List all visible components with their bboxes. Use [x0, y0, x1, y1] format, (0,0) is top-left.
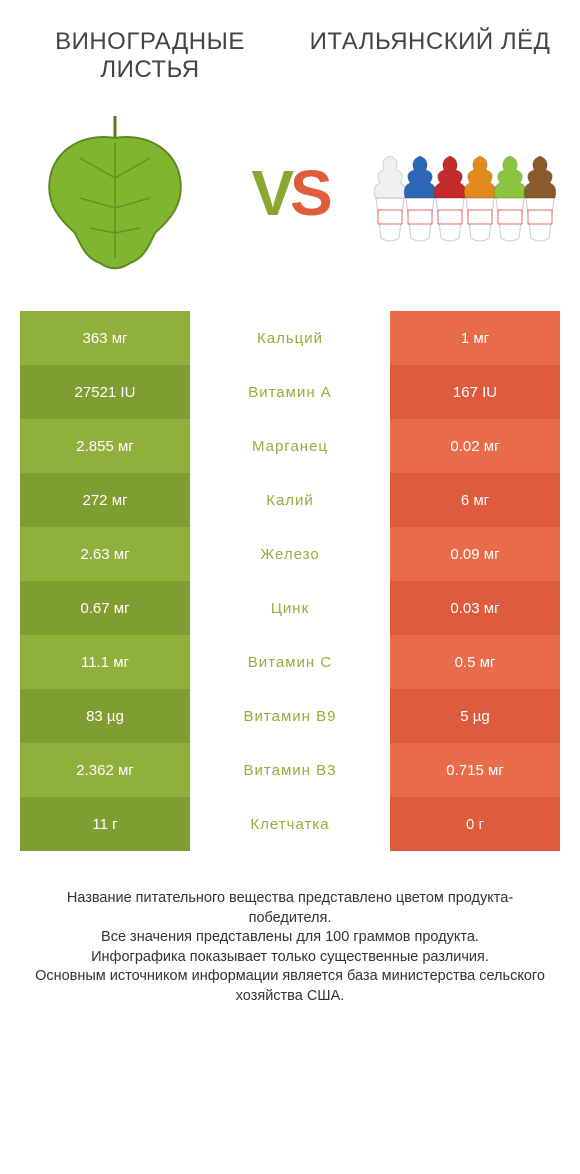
- left-product-image: [20, 103, 210, 283]
- vs-label: VS: [251, 156, 328, 230]
- left-value: 0.67 мг: [20, 581, 190, 635]
- table-row: 11 гКлетчатка0 г: [20, 797, 560, 851]
- nutrient-label: Марганец: [190, 419, 390, 473]
- left-value: 2.855 мг: [20, 419, 190, 473]
- italian-ice-icon: [370, 128, 560, 258]
- left-product-title: ВИНОГРАДНЫЕ ЛИСТЬЯ: [20, 28, 280, 83]
- footnote-line: Основным источником информации является …: [28, 967, 552, 1006]
- left-value: 27521 IU: [20, 365, 190, 419]
- left-value: 2.362 мг: [20, 743, 190, 797]
- hero: VS: [20, 103, 560, 283]
- left-value: 363 мг: [20, 311, 190, 365]
- right-product-title: ИТАЛЬЯНСКИЙ ЛЁД: [300, 28, 560, 83]
- table-row: 11.1 мгВитамин C0.5 мг: [20, 635, 560, 689]
- nutrient-label: Кальций: [190, 311, 390, 365]
- nutrient-label: Витамин B9: [190, 689, 390, 743]
- table-row: 83 µgВитамин B95 µg: [20, 689, 560, 743]
- right-value: 0.715 мг: [390, 743, 560, 797]
- table-row: 2.855 мгМарганец0.02 мг: [20, 419, 560, 473]
- headings: ВИНОГРАДНЫЕ ЛИСТЬЯ ИТАЛЬЯНСКИЙ ЛЁД: [20, 28, 560, 83]
- nutrient-label: Витамин B3: [190, 743, 390, 797]
- footnote-line: Инфографика показывает только существенн…: [28, 948, 552, 968]
- nutrient-label: Клетчатка: [190, 797, 390, 851]
- footnote: Название питательного вещества представл…: [20, 889, 560, 1006]
- left-value: 11.1 мг: [20, 635, 190, 689]
- left-value: 11 г: [20, 797, 190, 851]
- right-value: 0.03 мг: [390, 581, 560, 635]
- right-value: 0 г: [390, 797, 560, 851]
- table-row: 272 мгКалий6 мг: [20, 473, 560, 527]
- table-row: 363 мгКальций1 мг: [20, 311, 560, 365]
- nutrient-label: Витамин A: [190, 365, 390, 419]
- right-value: 6 мг: [390, 473, 560, 527]
- table-row: 2.362 мгВитамин B30.715 мг: [20, 743, 560, 797]
- footnote-line: Все значения представлены для 100 граммо…: [28, 928, 552, 948]
- table-row: 2.63 мгЖелезо0.09 мг: [20, 527, 560, 581]
- nutrient-label: Калий: [190, 473, 390, 527]
- left-value: 2.63 мг: [20, 527, 190, 581]
- infographic-root: ВИНОГРАДНЫЕ ЛИСТЬЯ ИТАЛЬЯНСКИЙ ЛЁД VS 36…: [0, 0, 580, 1047]
- right-product-image: [370, 103, 560, 283]
- table-row: 0.67 мгЦинк0.03 мг: [20, 581, 560, 635]
- left-value: 83 µg: [20, 689, 190, 743]
- right-value: 0.5 мг: [390, 635, 560, 689]
- footnote-line: Название питательного вещества представл…: [28, 889, 552, 928]
- nutrient-label: Железо: [190, 527, 390, 581]
- right-value: 0.02 мг: [390, 419, 560, 473]
- table-row: 27521 IUВитамин A167 IU: [20, 365, 560, 419]
- right-value: 167 IU: [390, 365, 560, 419]
- right-value: 5 µg: [390, 689, 560, 743]
- vs-s: S: [290, 157, 329, 229]
- right-value: 1 мг: [390, 311, 560, 365]
- nutrient-table: 363 мгКальций1 мг27521 IUВитамин A167 IU…: [20, 311, 560, 851]
- nutrient-label: Витамин C: [190, 635, 390, 689]
- grape-leaf-icon: [30, 108, 200, 278]
- vs-v: V: [251, 157, 290, 229]
- right-value: 0.09 мг: [390, 527, 560, 581]
- left-value: 272 мг: [20, 473, 190, 527]
- nutrient-label: Цинк: [190, 581, 390, 635]
